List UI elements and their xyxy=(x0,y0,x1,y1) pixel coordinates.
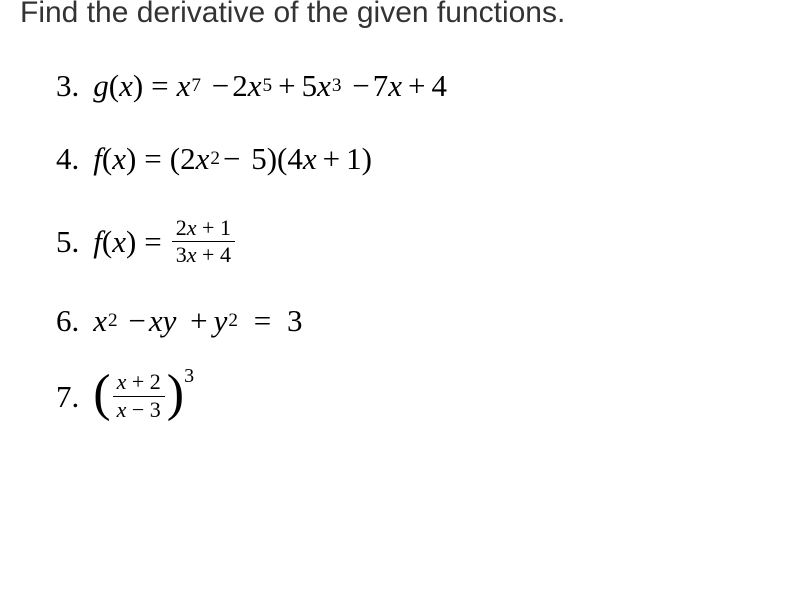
var: x xyxy=(93,305,107,336)
left-paren: ( xyxy=(93,376,110,412)
fn-var: x xyxy=(119,70,133,101)
fn-var: x xyxy=(112,226,126,257)
problem-number: 4. xyxy=(56,143,79,174)
problem-list: 3. g(x)=x7 −2x5+5x3 −7x+4 4. f(x)=(2x2− … xyxy=(0,70,809,422)
const: 1 xyxy=(346,143,362,174)
term-var: x xyxy=(177,70,191,101)
denominator: x − 3 xyxy=(113,396,165,422)
problem-expression: x 2 −xy +y2 = 3 xyxy=(93,305,302,336)
term-var: x xyxy=(248,70,262,101)
problem-expression: f(x)=(2x2− 5)(4x+1) xyxy=(93,143,372,174)
fraction: 2x + 1 3x + 4 xyxy=(172,216,235,267)
problem-number: 6. xyxy=(56,305,79,336)
term-coef: 7 xyxy=(373,70,389,101)
outer-pow: 3 xyxy=(184,366,194,386)
rhs: 3 xyxy=(287,305,303,336)
op: + xyxy=(190,305,207,336)
term-var: x xyxy=(317,70,331,101)
const: 5 xyxy=(251,143,267,174)
problem-number: 7. xyxy=(56,381,79,412)
problem-4: 4. f(x)=(2x2− 5)(4x+1) xyxy=(56,143,809,174)
problem-expression: f(x)= 2x + 1 3x + 4 xyxy=(93,216,237,267)
op: − xyxy=(212,70,229,101)
var: x xyxy=(303,143,317,174)
coef: 2 xyxy=(180,143,196,174)
fraction: x + 2 x − 3 xyxy=(113,370,165,421)
numerator: x + 2 xyxy=(113,370,165,395)
var: xy xyxy=(149,305,177,336)
problem-number: 5. xyxy=(56,226,79,257)
op: − xyxy=(223,143,240,174)
term-var: x xyxy=(388,70,402,101)
page-title: Find the derivative of the given functio… xyxy=(0,0,809,30)
problem-3: 3. g(x)=x7 −2x5+5x3 −7x+4 xyxy=(56,70,809,101)
numerator: 2x + 1 xyxy=(172,216,235,241)
problem-5: 5. f(x)= 2x + 1 3x + 4 xyxy=(56,216,809,267)
term-coef: 5 xyxy=(302,70,318,101)
var: x xyxy=(196,143,210,174)
right-paren: ) xyxy=(167,376,184,412)
op: + xyxy=(323,143,340,174)
fn-var: x xyxy=(112,143,126,174)
fn-name: f xyxy=(93,226,102,257)
problem-expression: g(x)=x7 −2x5+5x3 −7x+4 xyxy=(93,70,447,101)
coef: 4 xyxy=(287,143,303,174)
op: + xyxy=(408,70,425,101)
problem-6: 6. x 2 −xy +y2 = 3 xyxy=(56,305,809,336)
problem-7: 7. ( x + 2 x − 3 ) 3 xyxy=(56,370,809,421)
op: − xyxy=(352,70,369,101)
denominator: 3x + 4 xyxy=(172,241,235,267)
problem-number: 3. xyxy=(56,70,79,101)
term-coef: 2 xyxy=(232,70,248,101)
op: + xyxy=(278,70,295,101)
var: y xyxy=(214,305,228,336)
problem-expression: ( x + 2 x − 3 ) 3 xyxy=(93,370,194,421)
fn-name: g xyxy=(93,70,109,101)
op: − xyxy=(128,305,145,336)
term-const: 4 xyxy=(431,70,447,101)
fn-name: f xyxy=(93,143,102,174)
